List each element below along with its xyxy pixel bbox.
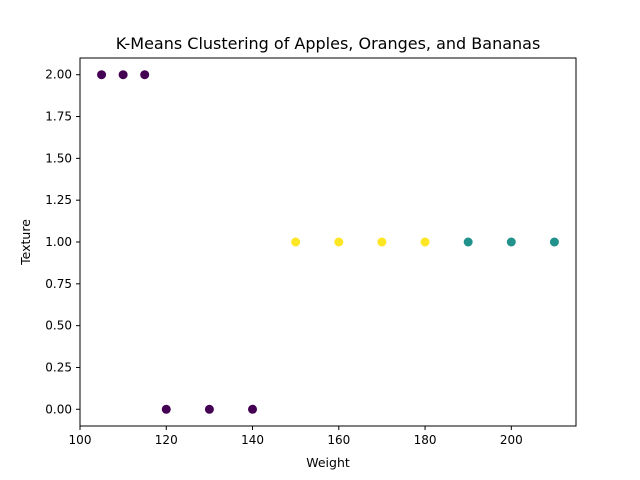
y-tick-label: 1.25 xyxy=(45,193,72,207)
x-tick-label: 100 xyxy=(69,433,92,447)
data-point xyxy=(549,237,559,247)
y-tick-label: 0.50 xyxy=(45,319,72,333)
plot-frame xyxy=(79,57,577,427)
x-tick-label: 140 xyxy=(241,433,264,447)
y-tick-label: 1.00 xyxy=(45,235,72,249)
data-point xyxy=(291,237,301,247)
data-point xyxy=(140,70,150,80)
data-point xyxy=(420,237,430,247)
x-tick-label: 160 xyxy=(327,433,350,447)
data-point xyxy=(334,237,344,247)
y-tick-label: 0.00 xyxy=(45,402,72,416)
x-tick-label: 180 xyxy=(414,433,437,447)
data-point xyxy=(463,237,473,247)
data-point xyxy=(161,404,171,414)
chart-title: K-Means Clustering of Apples, Oranges, a… xyxy=(116,34,541,53)
data-point xyxy=(506,237,516,247)
data-point xyxy=(118,70,128,80)
axis-ticks: 100 120 140 160 180 200 0.00 0.25 0.50 0.75 1.00 1.… xyxy=(45,68,522,447)
data-point xyxy=(97,70,107,80)
y-tick-label: 1.50 xyxy=(45,151,72,165)
data-point xyxy=(204,404,214,414)
data-point xyxy=(377,237,387,247)
y-axis-label: Texture xyxy=(18,219,33,266)
x-tick-label: 120 xyxy=(155,433,178,447)
x-tick-label: 200 xyxy=(500,433,523,447)
y-tick-label: 1.75 xyxy=(45,110,72,124)
data-points xyxy=(97,70,559,414)
y-tick-label: 2.00 xyxy=(45,68,72,82)
data-point xyxy=(248,404,258,414)
y-tick-label: 0.25 xyxy=(45,360,72,374)
y-tick-label: 0.75 xyxy=(45,277,72,291)
x-axis-label: Weight xyxy=(306,455,350,470)
